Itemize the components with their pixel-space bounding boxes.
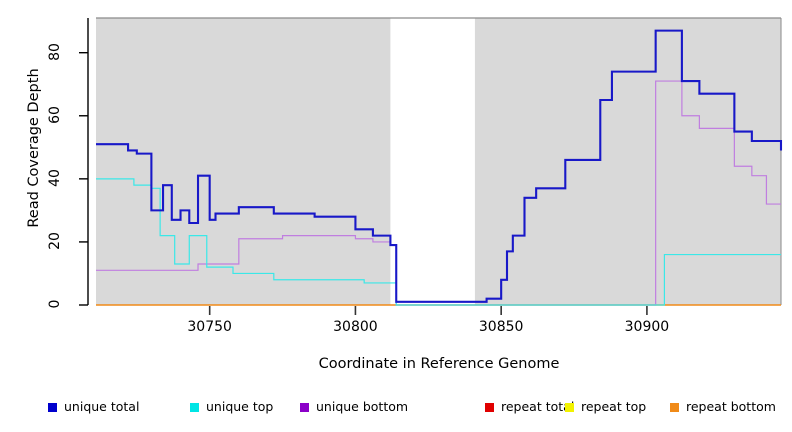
y-tick-label: 40 [47, 168, 63, 187]
legend-item-unique-total: unique total [48, 398, 139, 416]
legend-label: repeat top [581, 398, 647, 414]
y-tick-label: 80 [47, 42, 63, 61]
legend-label: repeat total [501, 398, 575, 414]
legend-swatch-icon [300, 402, 309, 412]
legend-label: unique bottom [316, 398, 409, 414]
x-axis-title: Coordinate in Reference Genome [318, 356, 560, 372]
legend-label: repeat bottom [686, 398, 776, 414]
legend-item-repeat-top: repeat top [565, 398, 646, 416]
legend-swatch-icon [670, 402, 679, 412]
plot-background-layer [96, 17, 782, 305]
y-tick-label: 20 [47, 232, 63, 250]
x-tick-label: 30900 [624, 319, 670, 335]
series-line-unique-total [96, 29, 783, 303]
y-axis-title: Read Coverage Depth [26, 68, 42, 228]
legend-item-unique-bottom: unique bottom [300, 398, 408, 416]
legend-swatch-icon [48, 402, 57, 412]
y-tick-label: 60 [47, 105, 63, 124]
legend-label: unique top [206, 398, 274, 414]
legend-swatch-icon [190, 402, 199, 412]
legend-label: unique total [64, 398, 140, 414]
series-layer [96, 29, 783, 306]
x-tick-label: 30850 [478, 319, 524, 335]
plot-panel-right [474, 18, 781, 305]
legend-item-unique-top: unique top [190, 398, 273, 416]
legend-swatch-icon [565, 402, 574, 412]
x-tick-label: 30800 [333, 319, 378, 335]
x-tick-label: 30750 [187, 319, 232, 335]
plot-panel-left [96, 18, 391, 305]
legend-swatch-icon [485, 402, 494, 412]
legend-item-repeat-total: repeat total [485, 398, 574, 416]
y-tick-label: 0 [47, 299, 63, 309]
chart-legend: unique total unique top unique bottom repea… [0, 398, 792, 420]
legend-item-repeat-bottom: repeat bottom [670, 398, 776, 416]
axis-layer [79, 18, 648, 315]
